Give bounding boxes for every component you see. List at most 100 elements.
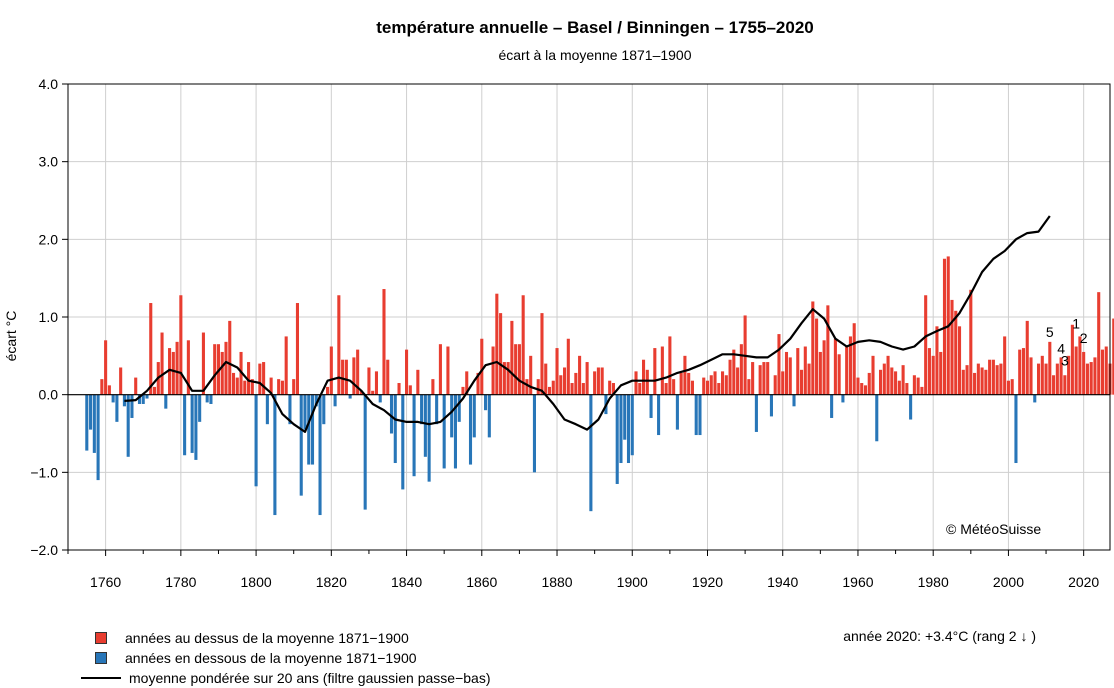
bar bbox=[468, 394, 473, 465]
bar bbox=[228, 320, 232, 395]
bar bbox=[788, 357, 792, 395]
y-tick-label: 1.0 bbox=[39, 309, 59, 325]
bar bbox=[600, 367, 604, 395]
bar bbox=[747, 379, 751, 395]
legend-swatch-below bbox=[95, 652, 107, 664]
bar bbox=[619, 394, 623, 464]
bar bbox=[333, 394, 337, 407]
bar bbox=[247, 362, 251, 395]
bar bbox=[491, 346, 495, 395]
bar bbox=[551, 380, 555, 395]
bar bbox=[615, 394, 619, 484]
bar bbox=[420, 394, 424, 425]
bar bbox=[927, 348, 931, 395]
legend-item-above: années au dessus de la moyenne 1871−1900 bbox=[95, 628, 491, 648]
bar bbox=[280, 380, 284, 395]
bar bbox=[465, 371, 469, 395]
bar bbox=[822, 340, 826, 395]
bar bbox=[830, 394, 834, 418]
bar bbox=[1014, 394, 1018, 464]
bar bbox=[698, 394, 702, 436]
bar bbox=[265, 394, 269, 425]
bar bbox=[1006, 380, 1010, 395]
x-tick-label: 1840 bbox=[391, 574, 422, 590]
bar bbox=[732, 349, 736, 395]
bar bbox=[292, 379, 296, 395]
plot-frame bbox=[67, 83, 1111, 551]
bar bbox=[243, 380, 247, 395]
bar bbox=[882, 363, 886, 395]
bar bbox=[329, 346, 333, 395]
smooth-line-group bbox=[124, 215, 1051, 433]
bar bbox=[262, 362, 266, 395]
bar bbox=[754, 394, 758, 432]
x-tick-label: 1860 bbox=[466, 574, 497, 590]
bar bbox=[1089, 362, 1093, 395]
bar bbox=[585, 362, 589, 395]
bar bbox=[544, 363, 548, 395]
bar bbox=[183, 394, 187, 456]
bar bbox=[664, 383, 668, 395]
bar bbox=[115, 394, 119, 422]
bar bbox=[457, 394, 461, 422]
bar bbox=[860, 383, 864, 395]
bar bbox=[570, 383, 574, 395]
bar bbox=[957, 326, 962, 395]
bar bbox=[487, 394, 491, 438]
bar bbox=[152, 386, 157, 395]
bar bbox=[1100, 349, 1105, 395]
bar bbox=[322, 394, 326, 425]
bar bbox=[137, 394, 142, 404]
bar bbox=[438, 344, 442, 395]
bar bbox=[160, 332, 164, 395]
bar bbox=[359, 390, 363, 395]
bar bbox=[341, 359, 345, 395]
bar bbox=[389, 394, 394, 434]
bar bbox=[796, 348, 800, 395]
bar bbox=[694, 394, 698, 436]
bar bbox=[476, 372, 480, 395]
bar bbox=[363, 394, 367, 510]
bar bbox=[1093, 357, 1097, 395]
bar bbox=[969, 289, 973, 395]
bar bbox=[645, 369, 649, 395]
bar bbox=[374, 371, 379, 395]
bar bbox=[803, 346, 807, 395]
bar bbox=[668, 336, 672, 395]
bar bbox=[728, 359, 732, 395]
bar bbox=[642, 359, 646, 395]
y-tick-label: 0.0 bbox=[39, 387, 59, 403]
bar bbox=[939, 351, 943, 395]
bar bbox=[1085, 363, 1089, 395]
bar bbox=[397, 383, 401, 395]
grid-lines bbox=[68, 83, 1110, 551]
chart-title: température annuelle – Basel / Binningen… bbox=[376, 18, 814, 37]
x-tick-label: 2000 bbox=[993, 574, 1024, 590]
bar bbox=[318, 394, 322, 516]
bar bbox=[1078, 336, 1082, 395]
x-tick-label: 1880 bbox=[541, 574, 572, 590]
bar bbox=[393, 394, 397, 464]
legend-item-line: moyenne pondérée sur 20 ans (filtre gaus… bbox=[81, 668, 491, 688]
bar bbox=[303, 394, 307, 430]
bar bbox=[141, 394, 145, 404]
bar bbox=[980, 367, 984, 395]
bar bbox=[521, 295, 525, 395]
bar bbox=[201, 332, 205, 395]
bar bbox=[623, 394, 627, 440]
bar bbox=[89, 394, 93, 430]
bar bbox=[1033, 394, 1037, 403]
bar bbox=[495, 293, 499, 395]
bar bbox=[205, 394, 209, 403]
bar bbox=[104, 340, 108, 395]
bar bbox=[920, 386, 924, 395]
bar bbox=[450, 394, 454, 438]
bar bbox=[198, 394, 202, 422]
bar bbox=[401, 394, 405, 490]
bar bbox=[867, 372, 871, 395]
bar bbox=[1074, 346, 1078, 395]
bar bbox=[679, 372, 683, 395]
bar bbox=[1097, 292, 1101, 395]
bar bbox=[574, 372, 578, 395]
bar bbox=[845, 346, 849, 395]
